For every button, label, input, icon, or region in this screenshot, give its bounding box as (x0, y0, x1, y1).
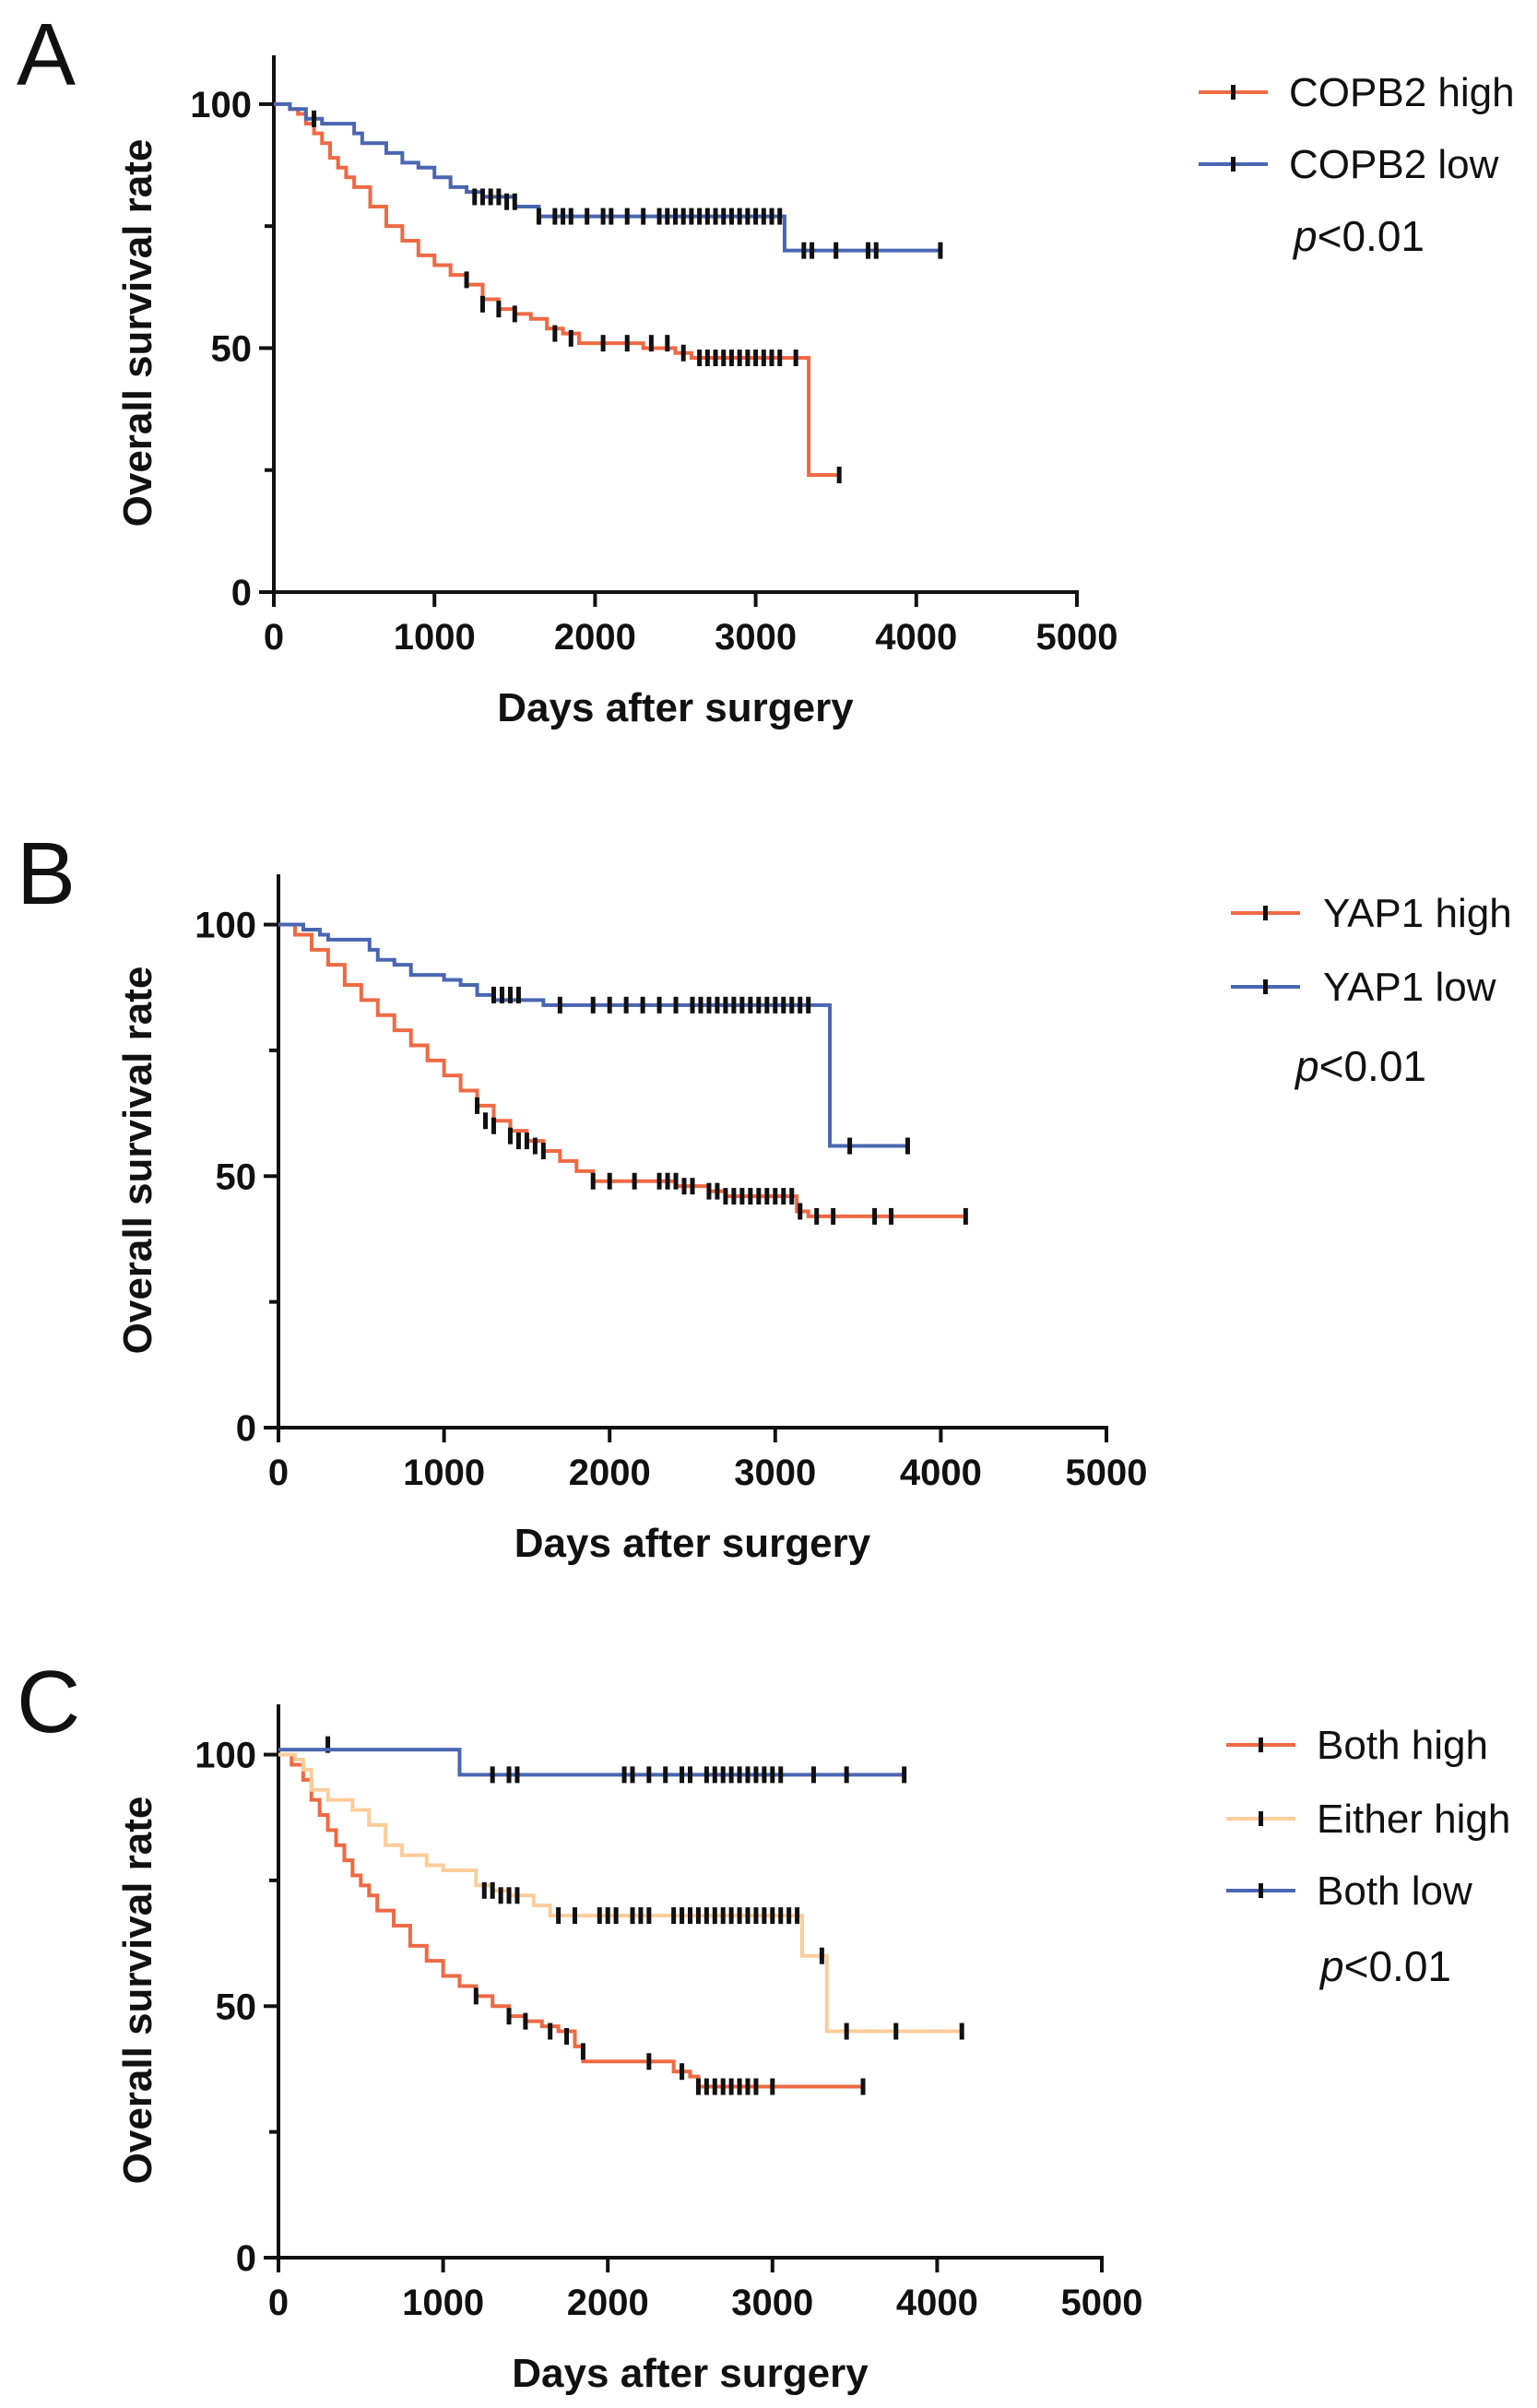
legend-label: COPB2 low (1289, 142, 1499, 187)
survival-curve-2 (274, 101, 940, 253)
p-value: p<0.01 (1318, 1942, 1451, 1990)
legend-label: YAP1 high (1323, 891, 1512, 936)
y-tick-label: 0 (236, 2238, 256, 2279)
p-value-text: <0.01 (1344, 1942, 1451, 1990)
x-tick-label: 3000 (734, 1453, 816, 1493)
p-value-symbol: p (1318, 1942, 1344, 1990)
x-tick-label: 2000 (567, 2283, 649, 2323)
legend-label: Both low (1317, 1868, 1472, 1914)
p-value-symbol: p (1292, 212, 1318, 260)
p-value-text: <0.01 (1318, 212, 1425, 260)
x-tick-label: 0 (264, 617, 284, 658)
x-axis-label: Days after surgery (512, 2351, 869, 2396)
y-axis-label: Overall survival rate (115, 1797, 160, 2185)
survival-curve-1 (274, 101, 841, 478)
y-tick-label: 50 (216, 1157, 257, 1197)
x-tick-label: 2000 (569, 1453, 651, 1493)
panel-letter: A (17, 6, 76, 104)
x-tick-label: 5000 (1066, 1453, 1148, 1493)
survival-curve-1 (278, 1752, 864, 2089)
x-tick-label: 4000 (900, 1453, 982, 1493)
panel-letter: B (17, 824, 76, 923)
legend-label: Either high (1317, 1797, 1510, 1842)
p-value: p<0.01 (1294, 1042, 1426, 1090)
x-tick-label: 3000 (715, 617, 797, 658)
legend-label: COPB2 high (1289, 70, 1515, 115)
p-value-text: <0.01 (1319, 1042, 1426, 1090)
x-tick-label: 5000 (1061, 2283, 1143, 2323)
panel-a: A 0 1000 2000 3000 4000 5000 0 50 100 Days after s… (17, 6, 1515, 730)
p-value: p<0.01 (1292, 212, 1425, 260)
survival-curve-2 (278, 1752, 963, 2034)
legend-label: YAP1 low (1323, 965, 1496, 1010)
x-tick-label: 0 (268, 1453, 289, 1493)
survival-curve-2 (278, 922, 908, 1148)
y-tick-label: 0 (236, 1408, 256, 1449)
y-axis-label: Overall survival rate (115, 139, 160, 528)
y-tick-label: 100 (190, 85, 252, 125)
x-tick-label: 5000 (1036, 617, 1118, 658)
x-tick-label: 2000 (554, 617, 636, 658)
panel-letter: C (17, 1653, 80, 1751)
panel-c: C 0 1000 2000 3000 4000 5000 0 50 100 Days after s… (17, 1653, 1510, 2396)
y-tick-label: 0 (231, 573, 252, 613)
x-tick-label: 1000 (403, 1453, 485, 1493)
x-tick-label: 4000 (896, 2283, 978, 2323)
y-tick-label: 50 (216, 1987, 257, 2027)
x-tick-label: 1000 (394, 617, 476, 658)
y-tick-label: 50 (211, 328, 253, 369)
x-tick-label: 3000 (731, 2283, 813, 2323)
x-tick-label: 4000 (875, 617, 957, 658)
x-axis-label: Days after surgery (514, 1521, 871, 1566)
legend-label: Both high (1317, 1723, 1488, 1768)
survival-curve-1 (278, 922, 966, 1218)
y-axis-label: Overall survival rate (115, 967, 160, 1355)
x-tick-label: 0 (268, 2283, 289, 2323)
y-tick-label: 100 (195, 1736, 256, 1776)
x-tick-label: 1000 (402, 2283, 484, 2323)
survival-curve-3 (278, 1748, 904, 1777)
y-tick-label: 100 (195, 906, 256, 946)
p-value-symbol: p (1294, 1042, 1319, 1090)
x-axis-label: Days after surgery (497, 685, 854, 730)
panel-b: B 0 1000 2000 3000 4000 5000 0 50 100 Days after s… (17, 824, 1512, 1566)
